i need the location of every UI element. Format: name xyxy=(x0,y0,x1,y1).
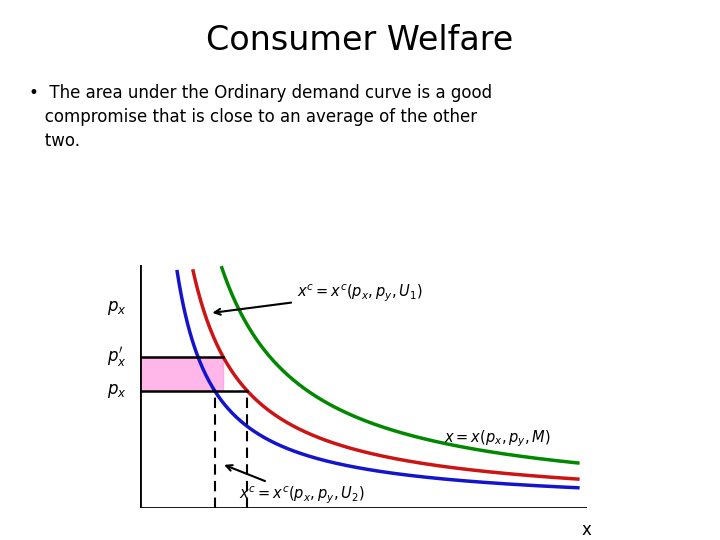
Text: $x= x(p_x,p_y,M)$: $x= x(p_x,p_y,M)$ xyxy=(444,428,551,449)
Text: $p_x$: $p_x$ xyxy=(107,299,127,318)
Polygon shape xyxy=(140,357,223,391)
Text: $x^c= x^c(p_x,p_y,U_2)$: $x^c= x^c(p_x,p_y,U_2)$ xyxy=(226,465,364,506)
Text: $p_x$: $p_x$ xyxy=(107,382,127,400)
Text: Consumer Welfare: Consumer Welfare xyxy=(207,24,513,57)
Text: $x^c= x^c(p_x,p_y,U_1)$: $x^c= x^c(p_x,p_y,U_1)$ xyxy=(215,283,422,315)
Text: two.: two. xyxy=(29,132,80,150)
Text: compromise that is close to an average of the other: compromise that is close to an average o… xyxy=(29,108,477,126)
Text: x: x xyxy=(582,521,592,539)
Text: •  The area under the Ordinary demand curve is a good: • The area under the Ordinary demand cur… xyxy=(29,84,492,102)
Text: $p_x'$: $p_x'$ xyxy=(107,345,127,369)
